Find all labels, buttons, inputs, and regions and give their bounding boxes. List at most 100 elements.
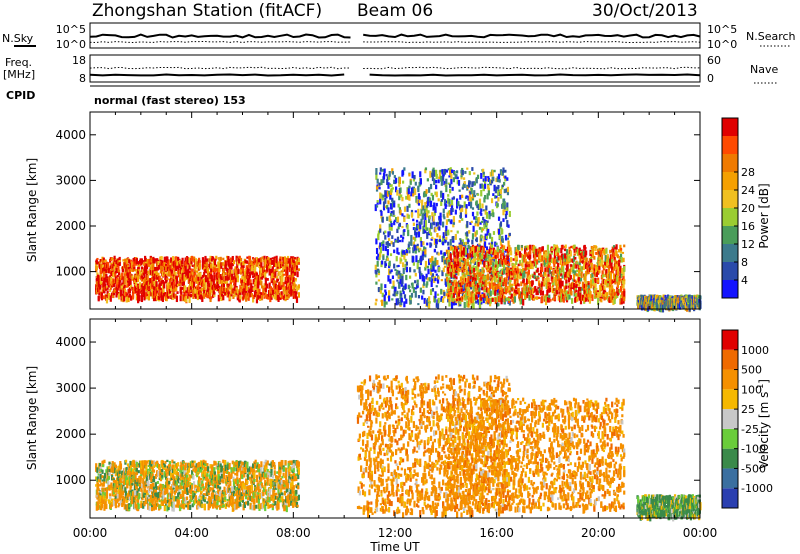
heatmap-cell bbox=[131, 275, 134, 280]
heatmap-cell bbox=[500, 286, 503, 294]
heatmap-cell bbox=[267, 295, 270, 300]
heatmap-cell bbox=[503, 296, 506, 302]
heatmap-cell bbox=[241, 275, 244, 281]
heatmap-cell bbox=[178, 282, 182, 286]
heatmap-cell bbox=[557, 271, 560, 276]
heatmap-cell bbox=[502, 218, 505, 222]
heatmap-cell bbox=[459, 282, 463, 288]
heatmap-cell bbox=[606, 262, 609, 266]
heatmap-cell bbox=[133, 257, 137, 262]
heatmap-cell bbox=[273, 258, 276, 262]
heatmap-cell bbox=[188, 289, 191, 295]
heatmap-cell bbox=[467, 270, 470, 276]
heatmap-cell bbox=[132, 257, 135, 263]
heatmap-cell bbox=[487, 228, 490, 236]
heatmap-cell bbox=[410, 191, 413, 197]
heatmap-cell bbox=[469, 261, 472, 268]
heatmap-cell bbox=[132, 287, 135, 293]
heatmap-cell bbox=[440, 181, 443, 186]
heatmap-cell bbox=[464, 264, 468, 270]
date-title: 30/Oct/2013 bbox=[592, 1, 698, 21]
heatmap-cell bbox=[468, 184, 471, 188]
heatmap-cell bbox=[408, 241, 411, 245]
heatmap-cell bbox=[169, 265, 172, 271]
heatmap-cell bbox=[494, 290, 497, 296]
heatmap-cell bbox=[230, 263, 233, 270]
heatmap-cell bbox=[506, 246, 510, 253]
heatmap-cell bbox=[144, 277, 147, 285]
heatmap-cell bbox=[393, 219, 396, 223]
heatmap-cell bbox=[166, 273, 169, 276]
heatmap-cell bbox=[116, 274, 119, 278]
heatmap-cell bbox=[478, 272, 481, 277]
heatmap-cell bbox=[508, 280, 511, 286]
heatmap-cell bbox=[232, 276, 235, 280]
heatmap-cell bbox=[140, 274, 144, 281]
heatmap-cell bbox=[446, 271, 449, 277]
heatmap-cell bbox=[227, 288, 230, 293]
heatmap-cell bbox=[410, 240, 413, 246]
heatmap-cell bbox=[210, 263, 213, 269]
heatmap-cell bbox=[496, 176, 499, 183]
heatmap-cell bbox=[457, 293, 461, 299]
heatmap-cell bbox=[126, 280, 130, 283]
heatmap-cell bbox=[390, 269, 393, 273]
heatmap-cell bbox=[448, 273, 451, 276]
heatmap-cell bbox=[197, 283, 200, 290]
heatmap-cell bbox=[461, 262, 464, 266]
heatmap-cell bbox=[469, 201, 473, 209]
heatmap-cell bbox=[386, 216, 389, 221]
heatmap-cell bbox=[196, 291, 199, 296]
heatmap-cell bbox=[377, 234, 380, 241]
heatmap-cell bbox=[408, 194, 411, 201]
heatmap-cell bbox=[564, 258, 567, 262]
heatmap-cell bbox=[435, 169, 438, 177]
heatmap-cell bbox=[129, 273, 132, 278]
heatmap-cell bbox=[586, 288, 590, 295]
heatmap-cell bbox=[213, 259, 217, 266]
heatmap-cell bbox=[479, 279, 482, 284]
heatmap-cell bbox=[558, 278, 561, 282]
heatmap-cell bbox=[232, 260, 236, 265]
heatmap-cell bbox=[128, 293, 131, 298]
heatmap-cell bbox=[137, 275, 140, 282]
heatmap-cell bbox=[426, 265, 429, 269]
heatmap-cell bbox=[581, 286, 584, 291]
heatmap-cell bbox=[578, 265, 581, 269]
heatmap-cell bbox=[157, 265, 161, 270]
heatmap-cell bbox=[290, 280, 293, 283]
heatmap-cell bbox=[131, 266, 135, 272]
heatmap-cell bbox=[182, 294, 185, 302]
heatmap-cell bbox=[623, 296, 626, 302]
heatmap-cell bbox=[501, 238, 504, 243]
heatmap-cell bbox=[112, 281, 115, 285]
heatmap-cell bbox=[607, 273, 611, 280]
heatmap-cell bbox=[567, 276, 571, 283]
heatmap-cell bbox=[420, 208, 423, 214]
heatmap-cell bbox=[216, 272, 219, 278]
heatmap-cell bbox=[201, 257, 205, 263]
heatmap-cell bbox=[408, 250, 411, 254]
heatmap-cell bbox=[584, 275, 587, 283]
heatmap-cell bbox=[402, 285, 405, 290]
heatmap-cell bbox=[134, 268, 137, 272]
heatmap-cell bbox=[426, 178, 429, 182]
heatmap-cell bbox=[161, 264, 164, 271]
heatmap-cell bbox=[396, 247, 399, 254]
heatmap-cell bbox=[177, 256, 180, 261]
heatmap-cell bbox=[403, 301, 406, 308]
heatmap-cell bbox=[422, 246, 426, 251]
heatmap-cell bbox=[465, 204, 468, 209]
heatmap-cell bbox=[287, 283, 290, 289]
heatmap-cell bbox=[534, 261, 537, 269]
heatmap-cell bbox=[198, 260, 201, 264]
heatmap-cell bbox=[578, 261, 581, 266]
heatmap-cell bbox=[459, 264, 462, 270]
heatmap-cell bbox=[255, 257, 259, 261]
heatmap-cell bbox=[501, 260, 504, 266]
heatmap-cell bbox=[503, 262, 506, 269]
heatmap-cell bbox=[531, 280, 534, 285]
heatmap-cell bbox=[556, 283, 559, 287]
heatmap-cell bbox=[525, 245, 529, 248]
heatmap-cell bbox=[448, 201, 451, 207]
